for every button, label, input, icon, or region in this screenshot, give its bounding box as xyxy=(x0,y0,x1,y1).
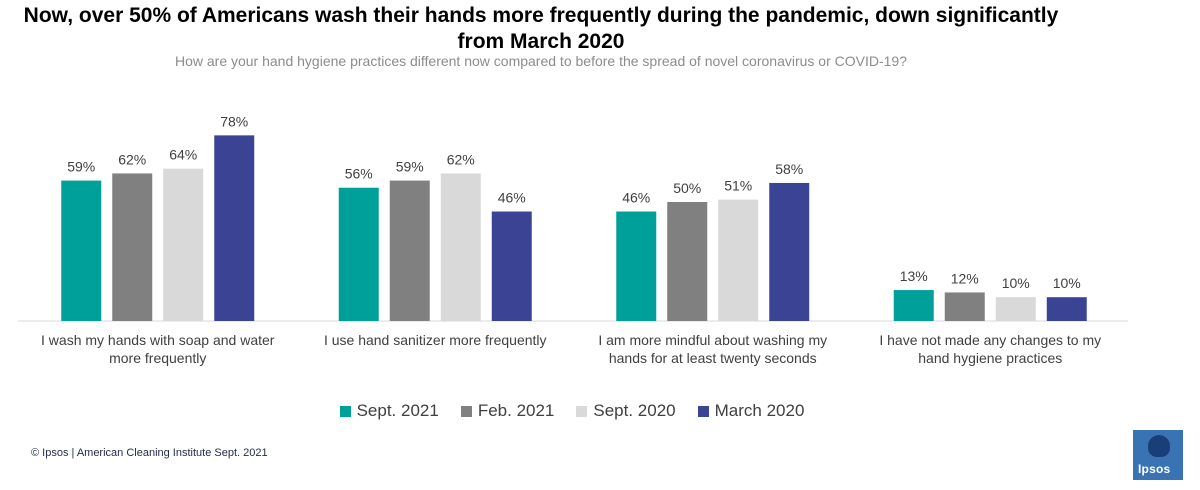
ipsos-logo: Ipsos xyxy=(1133,430,1183,480)
bar-value-label: 59% xyxy=(396,159,424,175)
bar-value-label: 59% xyxy=(67,159,95,175)
bar xyxy=(893,290,934,321)
legend-label: Sept. 2021 xyxy=(356,401,439,420)
bar xyxy=(389,180,430,321)
bar-value-label: 51% xyxy=(724,178,752,194)
bar-value-label: 58% xyxy=(775,161,803,177)
bar-value-label: 50% xyxy=(673,180,701,196)
legend-label: Sept. 2020 xyxy=(593,401,676,420)
bar xyxy=(667,202,708,321)
legend-swatch xyxy=(339,405,351,417)
bar xyxy=(769,182,810,321)
chart-subtitle: How are your hand hygiene practices diff… xyxy=(174,53,908,69)
bar xyxy=(1046,297,1087,321)
bar xyxy=(616,211,657,321)
legend-label: March 2020 xyxy=(714,401,805,420)
category-label: I use hand sanitizer more frequently xyxy=(324,332,547,348)
category-label: I wash my hands with soap and water more … xyxy=(41,332,275,366)
legend-swatch xyxy=(576,405,588,417)
logo-text: Ipsos xyxy=(1138,462,1171,476)
bar xyxy=(112,173,153,321)
bar xyxy=(718,199,759,321)
bar-chart: 59% 62% 64% 78% I wash my hands with soap an… xyxy=(18,113,1128,366)
bar xyxy=(338,187,379,321)
legend-swatch xyxy=(460,405,472,417)
bar-value-label: 56% xyxy=(345,166,373,182)
bar-value-label: 12% xyxy=(951,270,979,286)
bar xyxy=(491,211,532,321)
chart-title: Now, over 50% of Americans wash their ha… xyxy=(23,4,1059,53)
bar-value-label: 64% xyxy=(169,147,197,163)
bar-value-label: 62% xyxy=(447,151,475,167)
bar xyxy=(163,168,204,321)
bar xyxy=(944,292,985,321)
legend-item: Sept. 2020 xyxy=(576,401,676,421)
legend-swatch xyxy=(697,405,709,417)
bar xyxy=(440,173,481,321)
footer-source: © Ipsos | American Cleaning Institute Se… xyxy=(31,447,268,459)
bar-value-label: 46% xyxy=(498,190,526,206)
bar-value-label: 62% xyxy=(118,151,146,167)
legend-item: March 2020 xyxy=(697,401,805,421)
bar-value-label: 10% xyxy=(1053,275,1081,291)
bar-value-label: 46% xyxy=(622,190,650,206)
bar-value-label: 13% xyxy=(900,268,928,284)
category-label: I have not made any changes to my hand hy… xyxy=(879,332,1101,366)
chart-legend: Sept. 2021 Feb. 2021 Sept. 2020 March 2020 xyxy=(0,401,1144,421)
legend-label: Feb. 2021 xyxy=(477,401,555,420)
legend-item: Feb. 2021 xyxy=(460,401,555,421)
bar-value-label: 78% xyxy=(220,113,248,129)
bar xyxy=(214,135,255,321)
bar xyxy=(61,180,102,321)
bar-value-label: 10% xyxy=(1002,275,1030,291)
logo-mark-icon xyxy=(1148,435,1170,457)
category-label: I am more mindful about washing my hands … xyxy=(598,332,827,366)
bar xyxy=(995,297,1036,321)
legend-item: Sept. 2021 xyxy=(339,401,439,421)
